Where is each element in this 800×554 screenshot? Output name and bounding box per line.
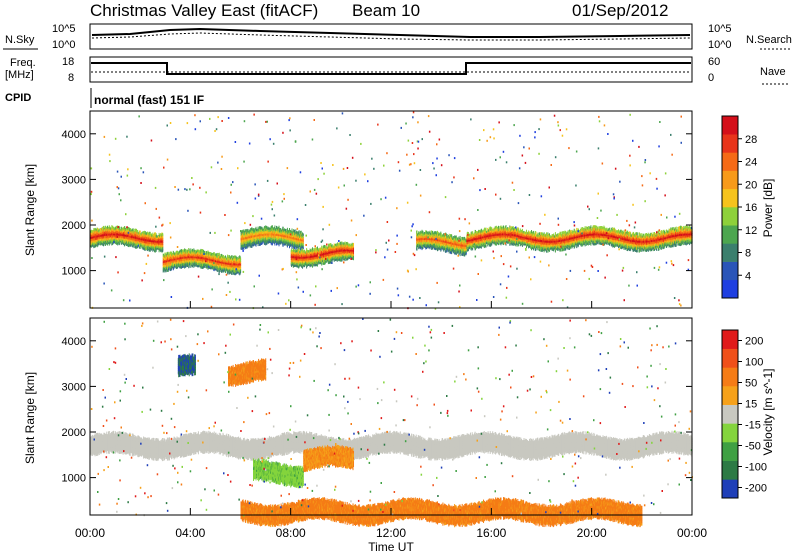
colorbar-tick-label: -50 — [745, 441, 761, 453]
colorbar-tick-label: 20 — [745, 179, 757, 191]
power-colorbar-label: Power [dB] — [761, 179, 775, 238]
range-tick-label: 4000 — [62, 129, 86, 141]
freq-label-2: [MHz] — [5, 69, 34, 81]
time-tick-label: 00:00 — [677, 526, 707, 540]
colorbar-tick-label: -200 — [745, 483, 767, 495]
range-tick-label: 3000 — [62, 174, 86, 186]
colorbar-swatch — [722, 116, 738, 135]
colorbar-swatch — [722, 279, 738, 299]
time-tick-label: 08:00 — [276, 526, 306, 540]
range-tick-label: 3000 — [62, 381, 86, 393]
time-tick-label: 16:00 — [476, 526, 506, 540]
nave-tick-top: 60 — [708, 56, 720, 68]
nave-label: Nave — [760, 66, 786, 78]
velocity-echo-region — [228, 358, 267, 387]
range-tick-label: 2000 — [62, 427, 86, 439]
noise-sky-line — [91, 27, 691, 38]
colorbar-tick-label: 16 — [745, 202, 757, 214]
power-echo-region — [290, 241, 355, 269]
time-tick-label: 00:00 — [75, 526, 105, 540]
colorbar-tick-label: 12 — [745, 225, 757, 237]
colorbar-swatch — [722, 152, 738, 171]
colorbar-swatch — [722, 243, 738, 262]
range-tick-label: 2000 — [62, 220, 86, 232]
colorbar-swatch — [722, 367, 738, 387]
nave-tick-bottom: 0 — [708, 72, 714, 84]
frequency-panel: Freq. [MHz] 18 8 60 0 Nave — [5, 56, 790, 85]
range-tick-label: 1000 — [62, 266, 86, 278]
frequency-line — [91, 62, 691, 75]
noise-tick-top-left: 10^5 — [52, 23, 76, 35]
colorbar-swatch — [722, 460, 738, 480]
colorbar-swatch — [722, 330, 738, 349]
beam-label: Beam 10 — [352, 1, 420, 20]
colorbar-swatch — [722, 348, 738, 368]
noise-search-line — [91, 32, 691, 41]
time-tick-label: 12:00 — [376, 526, 406, 540]
velocity-echo-region — [240, 497, 643, 528]
colorbar-tick-label: 15 — [745, 399, 757, 411]
velocity-echo-region — [253, 458, 304, 489]
date-label: 01/Sep/2012 — [572, 1, 668, 20]
colorbar-tick-label: -100 — [745, 462, 767, 474]
power-echo-region — [466, 225, 693, 253]
colorbar-tick-label: 24 — [745, 157, 757, 169]
power-colorbar: 4 8 12 16 20 24 28 Power [dB] — [721, 115, 775, 299]
power-echo-region — [416, 229, 467, 257]
freq-label-1: Freq. — [10, 57, 36, 69]
velocity-colorbar: 200 100 50 15 -15 -50 -100 -200 Velocity [m s^-… — [721, 329, 775, 499]
power-echo-region — [90, 225, 164, 253]
velocity-speckle — [90, 318, 693, 517]
nsearch-label: N.Search — [746, 34, 792, 46]
colorbar-swatch — [722, 225, 738, 244]
colorbar-swatch — [722, 423, 738, 443]
cpid-label: CPID — [5, 92, 31, 104]
velocity-ylabel: Slant Range [km] — [23, 372, 37, 464]
velocity-colorbar-label: Velocity [m s^-1] — [761, 369, 775, 456]
power-panel: 1000 2000 3000 4000 Slant Range [km] — [23, 110, 693, 310]
power-echo-region — [240, 225, 304, 252]
colorbar-tick-label: -15 — [745, 420, 761, 432]
colorbar-swatch — [722, 134, 738, 153]
colorbar-tick-label: 100 — [745, 357, 763, 369]
noise-tick-top-right: 10^5 — [708, 23, 732, 35]
colorbar-swatch — [722, 188, 738, 208]
time-axis: 00:00 04:00 08:00 12:00 16:00 20:00 00:00 — [75, 301, 707, 540]
noise-tick-bottom-left: 10^0 — [52, 39, 76, 51]
noise-panel: N.Sky 10^5 10^0 10^5 10^0 N.Search — [3, 23, 792, 51]
power-ylabel: Slant Range [km] — [23, 164, 37, 256]
colorbar-swatch — [722, 386, 738, 405]
range-tick-label: 1000 — [62, 473, 86, 485]
freq-tick-top: 18 — [62, 56, 74, 68]
colorbar-tick-label: 28 — [745, 134, 757, 146]
freq-tick-bottom: 8 — [68, 72, 74, 84]
colorbar-tick-label: 8 — [745, 248, 751, 260]
colorbar-tick-label: 200 — [745, 336, 763, 348]
time-tick-label: 20:00 — [577, 526, 607, 540]
velocity-echo-region — [177, 353, 196, 378]
range-tick-label: 4000 — [62, 336, 86, 348]
colorbar-swatch — [722, 170, 738, 190]
cpid-value: normal (fast) 151 IF — [94, 93, 204, 107]
power-speckle — [90, 111, 693, 310]
colorbar-tick-label: 4 — [745, 270, 751, 282]
colorbar-tick-label: 50 — [745, 378, 757, 390]
noise-tick-bottom-right: 10^0 — [708, 39, 732, 51]
colorbar-swatch — [722, 261, 738, 281]
colorbar-swatch — [722, 442, 738, 461]
power-echo-region — [162, 248, 242, 276]
time-tick-label: 04:00 — [175, 526, 205, 540]
colorbar-swatch — [722, 404, 738, 424]
time-axis-label: Time UT — [368, 540, 414, 554]
station-title: Christmas Valley East (fitACF) — [90, 1, 318, 20]
colorbar-swatch — [722, 207, 738, 226]
nsky-label: N.Sky — [5, 34, 35, 46]
velocity-echo-region — [303, 444, 355, 473]
velocity-panel: 1000 2000 3000 4000 Slant Range [km] — [23, 317, 693, 528]
colorbar-swatch — [722, 479, 738, 499]
